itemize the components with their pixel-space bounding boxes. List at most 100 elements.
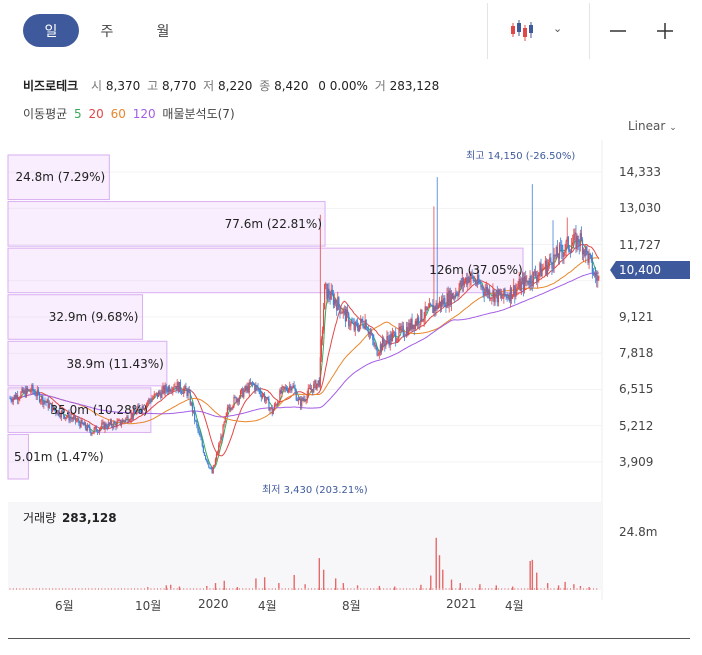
volume-bar xyxy=(222,588,224,590)
volume-bar xyxy=(275,588,276,590)
volume-bar xyxy=(588,587,590,590)
candle-body xyxy=(82,423,84,426)
candle-body xyxy=(574,232,576,235)
candle-body xyxy=(150,400,152,402)
volume-bar xyxy=(12,588,14,590)
candle-body xyxy=(297,398,300,401)
candle-body xyxy=(565,240,567,251)
candle-body xyxy=(234,396,236,398)
volume-bar xyxy=(393,586,396,590)
candle-body xyxy=(42,396,44,405)
volume-bar xyxy=(474,588,476,590)
volume-bar xyxy=(32,588,34,590)
tab-daily[interactable]: 일 xyxy=(23,14,79,47)
candle-body xyxy=(293,385,295,389)
candle-body xyxy=(447,293,449,307)
volume-bar xyxy=(458,588,460,590)
candle-body xyxy=(64,415,66,419)
zoom-in-button[interactable] xyxy=(648,14,682,48)
candle-body xyxy=(312,389,314,393)
candle-body xyxy=(69,417,71,421)
candle-body xyxy=(35,395,37,397)
volume-bar xyxy=(258,588,260,590)
volume-bar xyxy=(170,588,172,590)
candle-body xyxy=(237,398,239,402)
candle-body xyxy=(483,291,485,296)
candle-body xyxy=(148,399,150,403)
candle-body xyxy=(330,289,332,300)
candle-body xyxy=(124,420,126,422)
candle-body xyxy=(284,387,286,389)
scale-selector[interactable]: Linear ⌄ xyxy=(628,119,677,133)
tab-weekly[interactable]: 주 xyxy=(100,23,114,40)
candle-body xyxy=(56,413,58,415)
tab-monthly[interactable]: 월 xyxy=(156,23,170,40)
candlestick-icon xyxy=(511,20,533,41)
volume-bar xyxy=(75,588,77,590)
candle-body xyxy=(479,282,481,284)
volume-bar xyxy=(293,574,295,590)
volume-bar xyxy=(370,588,372,590)
volume-bar xyxy=(268,588,270,590)
indicator-legend[interactable]: 이동평균 5 20 60 120 매물분석도(7) xyxy=(23,105,238,122)
candle-body xyxy=(225,412,227,417)
price-chart[interactable] xyxy=(0,140,702,600)
candle-body xyxy=(329,296,331,300)
chart-type-selector[interactable]: ⌄ xyxy=(505,16,577,46)
candle-body xyxy=(399,326,401,330)
candle-body xyxy=(364,320,366,329)
volume-bar xyxy=(592,588,594,590)
candle-body xyxy=(454,296,456,297)
candle-body xyxy=(445,306,447,308)
zoom-out-button[interactable] xyxy=(601,14,635,48)
candle-body xyxy=(170,390,172,392)
volume-bar xyxy=(517,588,519,590)
candle-body xyxy=(131,413,133,418)
candle-body xyxy=(266,397,268,400)
volume-bar xyxy=(342,583,345,590)
volume-bar xyxy=(304,584,306,590)
candle-body xyxy=(189,392,191,405)
candle-body xyxy=(328,288,330,297)
candle-body xyxy=(224,416,226,423)
volume-label: 거 xyxy=(374,79,386,93)
candle-body xyxy=(495,290,497,294)
candle-body xyxy=(31,384,33,392)
volume-bar xyxy=(173,588,175,590)
volume-bar xyxy=(124,588,126,590)
candle-body xyxy=(361,318,363,322)
volume-bar xyxy=(271,588,273,590)
candle-body xyxy=(583,249,585,255)
candle-body xyxy=(167,386,170,393)
candle-body xyxy=(208,464,210,468)
candle-body xyxy=(324,283,326,310)
volume-bar xyxy=(206,585,208,590)
candle-body xyxy=(61,410,64,412)
low-value: 8,220 xyxy=(218,79,253,93)
candle-body xyxy=(286,390,289,393)
high-value: 8,770 xyxy=(161,79,197,93)
candle-body xyxy=(378,352,380,355)
candle-body xyxy=(423,318,425,321)
volume-bar xyxy=(419,588,421,590)
close-label: 종 xyxy=(259,79,271,93)
volume-bar xyxy=(245,588,247,590)
candle-body xyxy=(314,380,316,384)
candle-body xyxy=(149,399,151,401)
candle-body xyxy=(279,390,281,403)
candle-body xyxy=(437,305,439,309)
volume-bar xyxy=(216,588,217,590)
volume-bar xyxy=(432,588,434,590)
candle-body xyxy=(366,329,368,332)
volume-panel-title: 거래량 283,128 xyxy=(23,509,117,526)
candle-body xyxy=(104,423,106,430)
volume-bar xyxy=(157,588,158,590)
candle-body xyxy=(267,397,269,400)
candle-body xyxy=(236,398,238,403)
candle-body xyxy=(519,278,521,291)
candle-body xyxy=(221,436,223,438)
volume-bar xyxy=(294,588,296,590)
candle-body xyxy=(446,293,448,308)
candle-body xyxy=(485,287,487,291)
candle-body xyxy=(449,290,451,305)
